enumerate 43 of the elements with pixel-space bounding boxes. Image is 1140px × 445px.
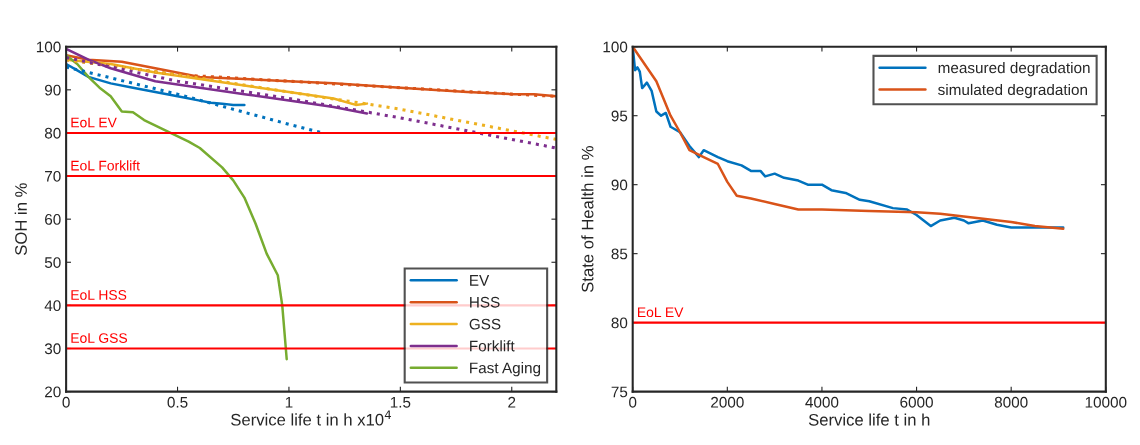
y-tick-label: 20 xyxy=(45,386,61,398)
legend-label: Fast Aging xyxy=(470,362,541,377)
x-tick-label: 2000 xyxy=(711,396,744,408)
legend-label: EV xyxy=(470,275,490,286)
ref-line-label: EoL EV xyxy=(638,307,684,318)
y-tick-label: 80 xyxy=(611,317,628,329)
y-tick-label: 85 xyxy=(611,248,628,260)
ref-line-label: EoL HSS xyxy=(71,290,127,300)
y-tick-label: 80 xyxy=(44,127,61,139)
x-tick-label: 10000 xyxy=(1085,396,1127,408)
x-tick-label: 1.5 xyxy=(390,397,411,408)
legend-label: measured degradation xyxy=(938,62,1090,77)
y-tick-label: 60 xyxy=(45,214,61,225)
line-series xyxy=(66,54,288,361)
y-tick-label: 100 xyxy=(603,41,628,53)
x-tick-label: 2 xyxy=(508,396,516,408)
ref-line-label: EoL Forklift xyxy=(71,160,140,171)
y-tick-label: 30 xyxy=(44,343,61,355)
y-tick-label: 100 xyxy=(36,41,61,53)
y-tick-label: 75 xyxy=(611,386,628,398)
y-tick-label: 95 xyxy=(611,110,628,122)
ref-line-label: EoL GSS xyxy=(71,333,128,343)
legend-label: GSS xyxy=(469,318,501,330)
x-tick-label: 0 xyxy=(62,396,70,408)
y-axis-title: State of Health in % xyxy=(581,146,594,293)
legend-label: Forklift xyxy=(470,340,515,352)
y-tick-label: 90 xyxy=(44,84,61,96)
y-tick-label: 50 xyxy=(44,257,61,268)
y-tick-label: 70 xyxy=(45,170,61,182)
y-tick-label: 40 xyxy=(44,300,61,312)
ref-line-label: EoL EV xyxy=(71,117,117,128)
x-tick-label: 4000 xyxy=(805,396,839,408)
x-tick-label: 8000 xyxy=(994,396,1028,408)
x-tick-label: 0 xyxy=(629,396,637,408)
x-tick-label: 0.5 xyxy=(167,396,188,408)
x-axis-title: Service life t in h xyxy=(808,413,930,426)
x-tick-label: 6000 xyxy=(900,396,933,408)
legend-label: simulated degradation xyxy=(938,83,1087,99)
x-axis-title: Service life t in h x10$^{4}$ xyxy=(231,410,392,426)
y-tick-label: 90 xyxy=(611,179,628,191)
y-axis-title: SOH in % xyxy=(14,183,27,255)
x-tick-label: 1 xyxy=(285,397,293,408)
legend-label: HSS xyxy=(470,296,500,308)
